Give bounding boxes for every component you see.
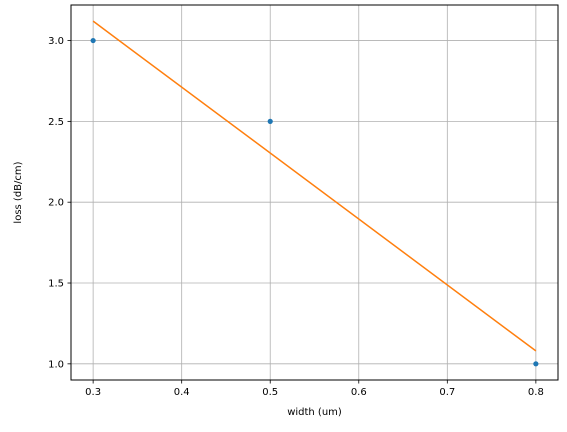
y-tick-label: 1.0: [48, 359, 64, 370]
x-tick-label: 0.3: [85, 387, 101, 398]
plot-frame: [70, 4, 559, 381]
grid: [71, 5, 558, 380]
x-axis-label: width (um): [287, 407, 342, 418]
x-tick-label: 0.8: [528, 387, 544, 398]
y-tick-label: 2.5: [48, 117, 64, 128]
data-point: [267, 118, 273, 124]
x-tick-label: 0.4: [174, 387, 190, 398]
y-tick-label: 3.0: [48, 36, 64, 47]
axis-ticks: 0.3 0.4 0.5 0.6 0.7 0.8 1.0 1.5 2.0 2.5 3.0: [48, 36, 544, 398]
x-tick-label: 0.7: [439, 387, 455, 398]
data-point: [533, 361, 539, 367]
x-tick-label: 0.5: [262, 387, 278, 398]
x-tick-label: 0.6: [351, 387, 367, 398]
plot-series: [90, 20, 539, 367]
data-point: [90, 37, 96, 44]
y-axis-label: loss (dB/cm): [13, 161, 24, 223]
y-tick-label: 1.5: [48, 279, 64, 290]
y-tick-label: 2.0: [48, 198, 64, 209]
fit-line: [92, 20, 537, 352]
